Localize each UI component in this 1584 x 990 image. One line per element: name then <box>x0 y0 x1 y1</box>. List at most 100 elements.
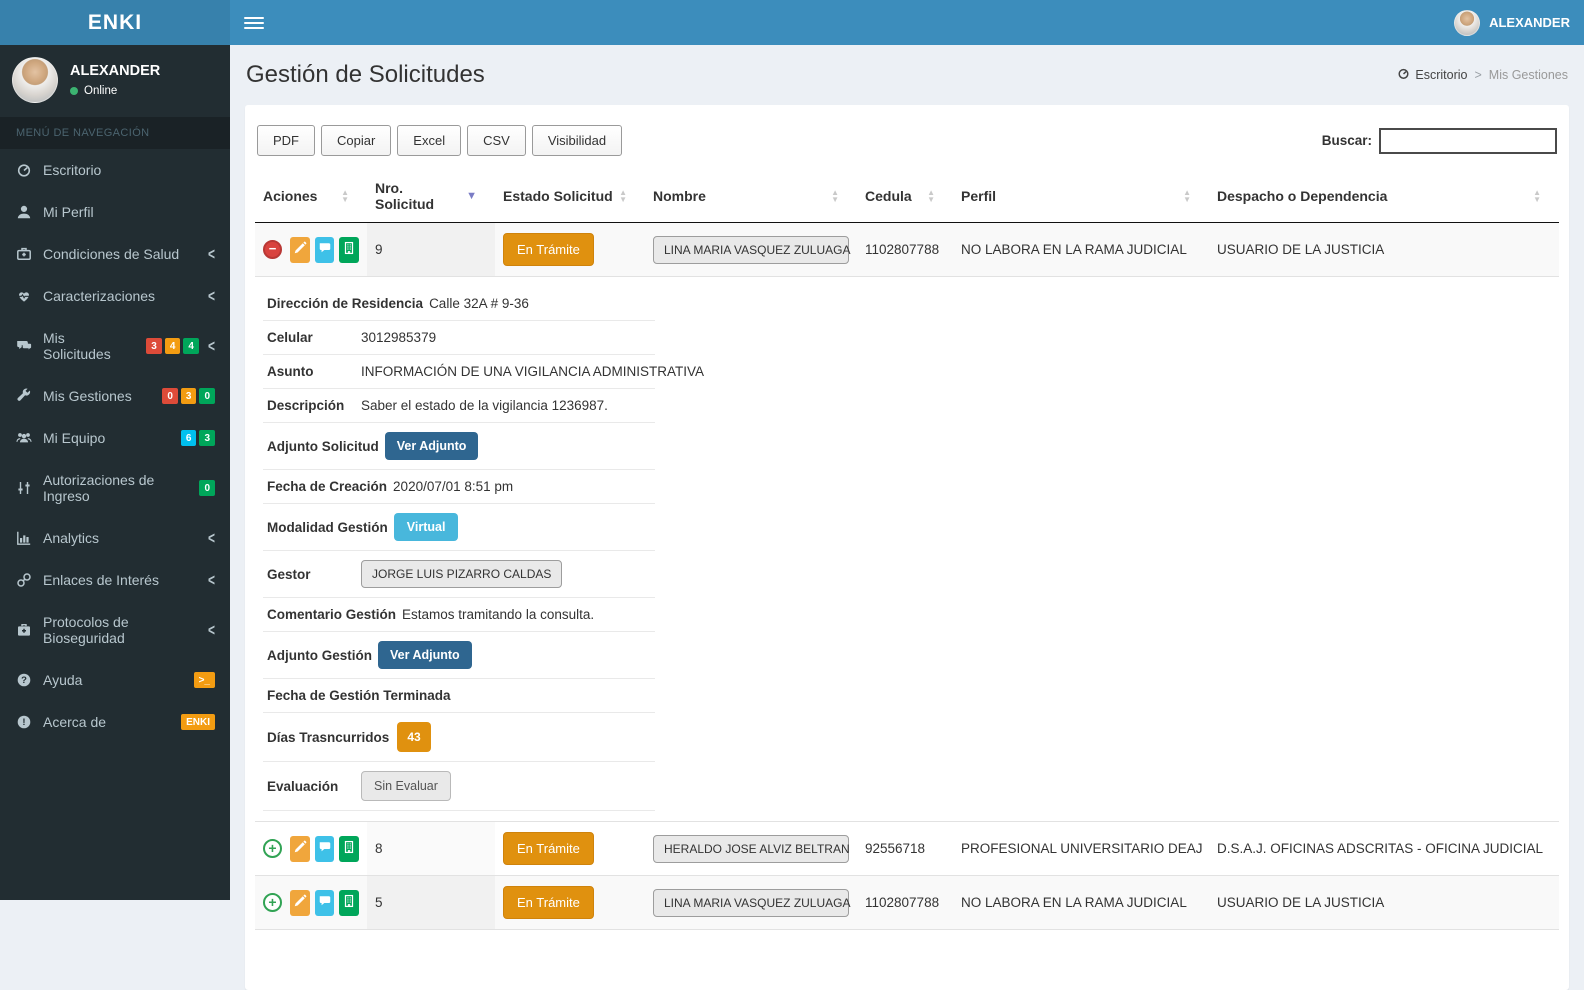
sort-icon[interactable]: ▲▼ <box>927 189 935 203</box>
exclamation-circle-icon: ! <box>15 714 32 730</box>
ver-adjunto-button[interactable]: Ver Adjunto <box>378 641 472 669</box>
pencil-icon <box>293 894 307 911</box>
column-header-despacho[interactable]: Despacho o Dependencia▲▼ <box>1209 170 1559 223</box>
online-status-icon <box>70 87 78 95</box>
building-button[interactable] <box>339 890 359 916</box>
sidebar-item-mi-equipo[interactable]: Mi Equipo 6 3 <box>0 417 230 459</box>
comments-icon <box>15 338 32 354</box>
breadcrumb-home[interactable]: Escritorio <box>1397 67 1467 83</box>
svg-text:?: ? <box>21 675 27 686</box>
comments-button[interactable] <box>315 836 335 862</box>
sort-icon[interactable]: ▲▼ <box>1533 189 1541 203</box>
cell-despacho: USUARIO DE LA JUSTICIA <box>1209 876 1559 930</box>
copy-button[interactable]: Copiar <box>321 125 391 156</box>
column-header-estado[interactable]: Estado Solicitud▲▼ <box>495 170 645 223</box>
table-header-row: Aciones▲▼ Nro. Solicitud▼ Estado Solicit… <box>255 170 1559 223</box>
sidebar-user-name: ALEXANDER <box>70 63 160 79</box>
table-toolbar: PDF Copiar Excel CSV Visibilidad Buscar: <box>257 125 1557 156</box>
sidebar-item-mis-gestiones[interactable]: Mis Gestiones 0 3 0 <box>0 375 230 417</box>
building-button[interactable] <box>339 836 359 862</box>
estado-button[interactable]: En Trámite <box>503 832 594 865</box>
breadcrumb-current: Mis Gestiones <box>1489 68 1568 82</box>
column-header-nombre[interactable]: Nombre▲▼ <box>645 170 857 223</box>
detail-row-fecha-terminada: Fecha de Gestión Terminada <box>263 679 655 713</box>
column-header-acciones[interactable]: Aciones▲▼ <box>255 170 367 223</box>
sidebar-item-analytics[interactable]: Analytics < <box>0 517 230 559</box>
count-badge: 0 <box>162 388 178 404</box>
sort-icon[interactable]: ▲▼ <box>831 189 839 203</box>
sidebar-item-autorizaciones-de-ingreso[interactable]: Autorizaciones de Ingreso 0 <box>0 459 230 517</box>
navbar-user-name: ALEXANDER <box>1489 15 1570 30</box>
bar-chart-icon <box>15 530 32 546</box>
heartbeat-icon <box>15 288 32 304</box>
solicitudes-table: Aciones▲▼ Nro. Solicitud▼ Estado Solicit… <box>255 170 1559 930</box>
building-button[interactable] <box>339 237 359 263</box>
edit-button[interactable] <box>290 836 310 862</box>
sidebar-item-ayuda[interactable]: ? Ayuda >_ <box>0 659 230 701</box>
modalidad-virtual-button[interactable]: Virtual <box>394 513 459 541</box>
user-online-status: Online <box>70 85 160 97</box>
count-badge: 4 <box>183 338 199 354</box>
csv-button[interactable]: CSV <box>467 125 526 156</box>
sidebar-item-mis-solicitudes[interactable]: Mis Solicitudes 3 4 4 < <box>0 317 230 375</box>
dashboard-icon <box>15 162 32 178</box>
column-header-nro-solicitud[interactable]: Nro. Solicitud▼ <box>367 170 495 223</box>
visibility-button[interactable]: Visibilidad <box>532 125 622 156</box>
nombre-button[interactable]: LINA MARIA VASQUEZ ZULUAGA <box>653 236 849 264</box>
cell-cedula: 1102807788 <box>857 223 953 277</box>
search-input[interactable] <box>1379 128 1557 154</box>
sidebar-item-acerca-de[interactable]: ! Acerca de ENKI <box>0 701 230 743</box>
sort-icon[interactable]: ▲▼ <box>341 189 349 203</box>
count-badge: 3 <box>146 338 162 354</box>
sin-evaluar-button[interactable]: Sin Evaluar <box>361 771 451 801</box>
ver-adjunto-button[interactable]: Ver Adjunto <box>385 432 479 460</box>
table-box: PDF Copiar Excel CSV Visibilidad Buscar:… <box>245 105 1569 990</box>
collapse-row-icon[interactable] <box>263 240 282 259</box>
count-badge: 3 <box>199 430 215 446</box>
edit-button[interactable] <box>290 237 310 263</box>
sort-desc-icon[interactable]: ▼ <box>466 191 477 202</box>
column-header-cedula[interactable]: Cedula▲▼ <box>857 170 953 223</box>
comments-button[interactable] <box>315 890 335 916</box>
chevron-left-icon: < <box>208 570 215 590</box>
gestor-button[interactable]: JORGE LUIS PIZARRO CALDAS <box>361 560 562 588</box>
column-header-perfil[interactable]: Perfil▲▼ <box>953 170 1209 223</box>
sort-icon[interactable]: ▲▼ <box>1183 189 1191 203</box>
sort-icon[interactable]: ▲▼ <box>619 189 627 203</box>
sidebar-item-escritorio[interactable]: Escritorio <box>0 149 230 191</box>
cell-despacho: D.S.A.J. OFICINAS ADSCRITAS - OFICINA JU… <box>1209 822 1559 876</box>
enki-badge: ENKI <box>181 714 215 730</box>
sidebar-item-protocolos-de-bioseguridad[interactable]: Protocolos de Bioseguridad < <box>0 601 230 659</box>
sidebar-item-condiciones-de-salud[interactable]: Condiciones de Salud < <box>0 233 230 275</box>
content-wrapper: Gestión de Solicitudes Escritorio > Mis … <box>230 0 1584 990</box>
expand-row-icon[interactable] <box>263 839 282 858</box>
estado-button[interactable]: En Trámite <box>503 233 594 266</box>
comments-button[interactable] <box>315 237 335 263</box>
count-badge: 0 <box>199 480 215 496</box>
dashboard-icon <box>1397 67 1410 83</box>
link-icon <box>15 572 32 588</box>
comments-icon <box>318 241 332 258</box>
pdf-button[interactable]: PDF <box>257 125 315 156</box>
edit-button[interactable] <box>290 890 310 916</box>
nombre-button[interactable]: LINA MARIA VASQUEZ ZULUAGA <box>653 889 849 917</box>
medkit-icon <box>15 246 32 262</box>
brand-logo[interactable]: ENKI <box>0 0 230 45</box>
navbar-user-menu[interactable]: ALEXANDER <box>1454 10 1570 36</box>
sidebar-item-mi-perfil[interactable]: Mi Perfil <box>0 191 230 233</box>
sidebar-toggle-icon[interactable] <box>244 17 264 29</box>
count-badge: 0 <box>199 388 215 404</box>
excel-button[interactable]: Excel <box>397 125 461 156</box>
sidebar-item-enlaces-de-interes[interactable]: Enlaces de Interés < <box>0 559 230 601</box>
chevron-left-icon: < <box>208 286 215 306</box>
nombre-button[interactable]: HERALDO JOSE ALVIZ BELTRAN <box>653 835 849 863</box>
estado-button[interactable]: En Trámite <box>503 886 594 919</box>
expand-row-icon[interactable] <box>263 893 282 912</box>
sidebar-item-caracterizaciones[interactable]: Caracterizaciones < <box>0 275 230 317</box>
